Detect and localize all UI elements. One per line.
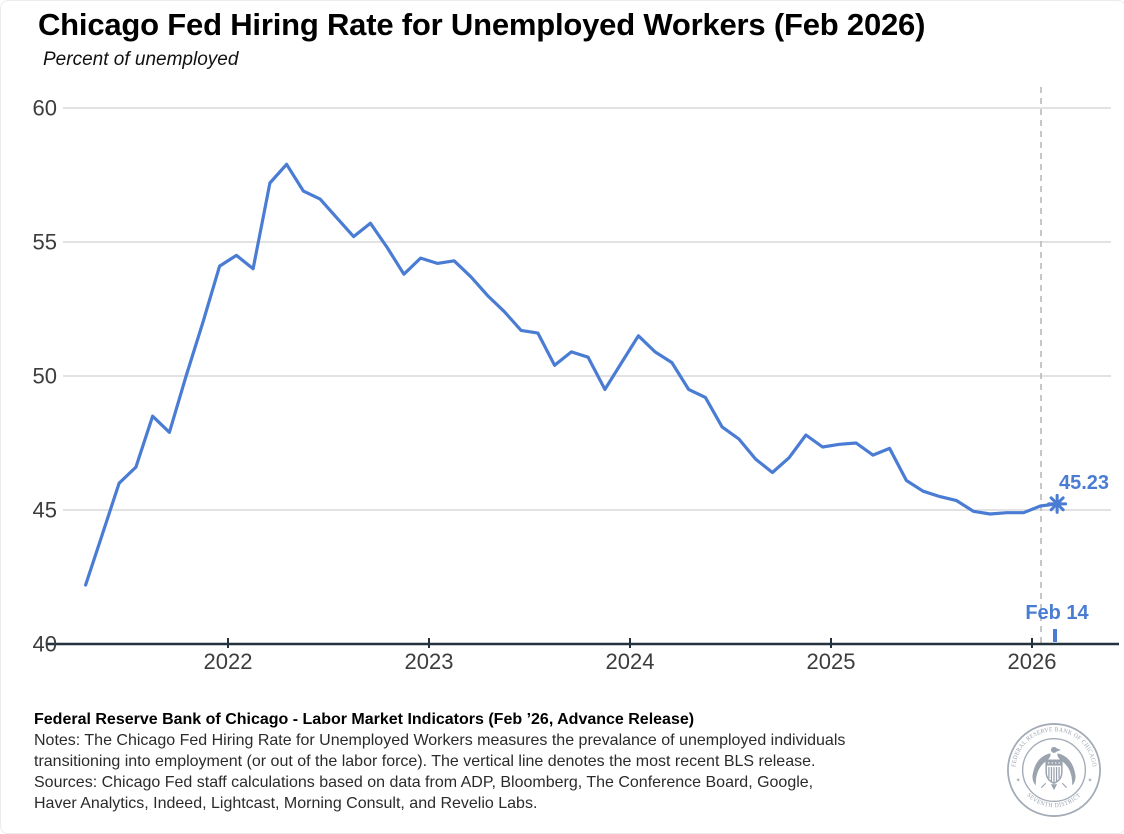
y-tick-label-60: 60 [33,96,57,121]
seal-eagle [1032,746,1076,791]
hiring-rate-series-line [84,162,1059,587]
y-tick-label-45: 45 [33,498,57,523]
x-tick-label-2022: 2022 [204,649,253,674]
footer-sources-line: Haver Analytics, Indeed, Lightcast, Morn… [34,795,538,812]
latest-value-label: 45.23 [1059,472,1109,494]
x-tick-label-2025: 2025 [807,649,856,674]
y-tick-label-50: 50 [33,364,57,389]
page-subtitle: Percent of unemployed [43,49,239,70]
release-date-label: Feb 14 [1025,602,1089,624]
latest-point-marker [1047,493,1068,514]
footer-sources-line: Sources: Chicago Fed staff calculations … [34,774,814,791]
footer-notes-line: Notes: The Chicago Fed Hiring Rate for U… [34,732,846,749]
seal-star-right: ✶ [1087,777,1092,784]
x-tick-label-2023: 2023 [405,649,454,674]
marker-spoke [1049,496,1065,512]
chart-footer: Federal Reserve Bank of Chicago - Labor … [34,709,994,814]
x-tick-label-2026: 2026 [1008,649,1057,674]
y-tick-label-40: 40 [33,632,57,657]
hiring-rate-line-chart: 2022 2023 2024 2025 2026 40 45 50 55 60 45.23 Feb 1… [33,87,1119,674]
footer-headline: Federal Reserve Bank of Chicago - Labor … [34,711,695,728]
footer-notes-line: transitioning into employment (or out of… [34,753,816,770]
y-tick-label-55: 55 [33,230,57,255]
seal-inner-ring [1021,737,1087,803]
page-title: Chicago Fed Hiring Rate for Unemployed W… [38,7,926,42]
chicago-fed-seal-logo: FEDERAL RESERVE BANK OF CHICAGO SEVENTH … [1007,723,1101,817]
x-tick-label-2024: 2024 [606,649,655,674]
seal-outer-ring [1007,723,1101,817]
seal-star-left: ✶ [1016,777,1021,784]
